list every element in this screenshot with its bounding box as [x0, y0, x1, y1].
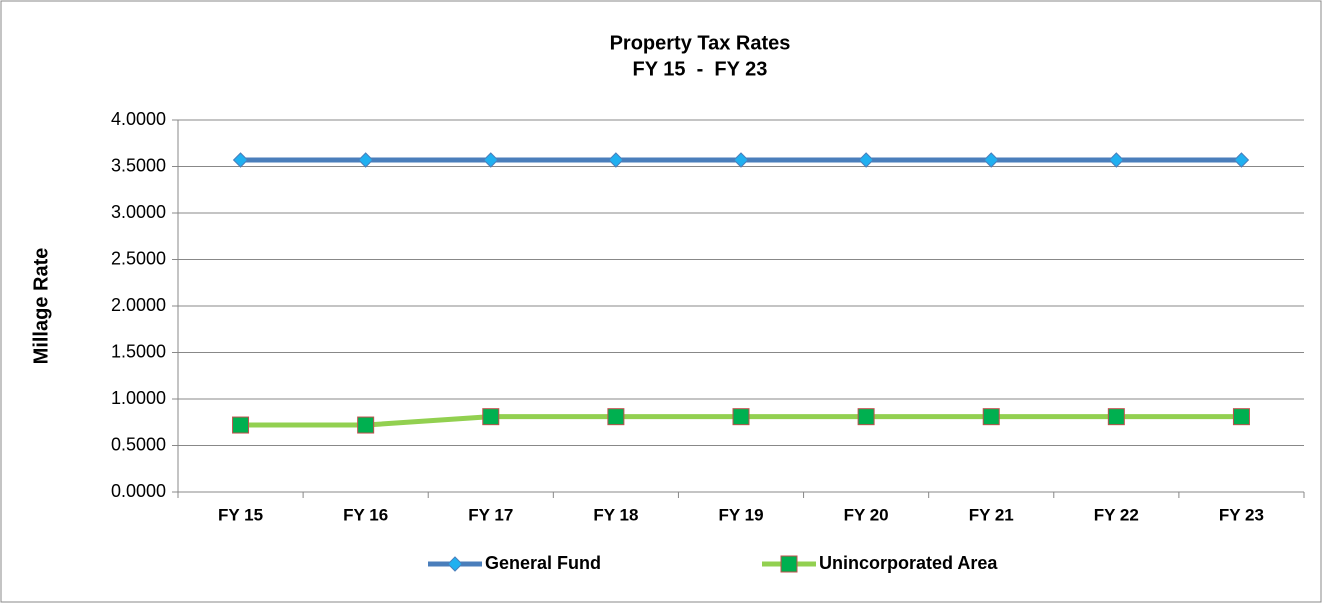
diamond-marker: [858, 152, 874, 168]
y-tick-label: 1.5000: [111, 341, 166, 361]
diamond-marker: [1233, 152, 1250, 168]
square-marker: [482, 408, 500, 426]
x-tick-label: FY 23: [1219, 505, 1264, 524]
legend-label: General Fund: [485, 553, 601, 573]
legend-label: Unincorporated Area: [819, 553, 998, 573]
diamond-marker: [1108, 152, 1125, 168]
y-tick-label: 2.0000: [111, 295, 166, 315]
y-tick-label: 3.5000: [111, 155, 166, 175]
x-tick-label: FY 19: [718, 505, 763, 524]
x-tick-label: FY 22: [1094, 505, 1139, 524]
x-tick-label: FY 15: [218, 505, 263, 524]
diamond-marker: [483, 152, 499, 168]
y-axis-label: Millage Rate: [30, 248, 52, 365]
diamond-marker: [232, 152, 249, 168]
x-tick-label: FY 21: [969, 505, 1014, 524]
y-tick-label: 4.0000: [111, 109, 166, 129]
square-marker: [982, 408, 1000, 426]
x-tick-label: FY 20: [844, 505, 889, 524]
y-tick-label: 1.0000: [111, 388, 166, 408]
square-marker: [857, 408, 875, 426]
x-tick-label: FY 16: [343, 505, 388, 524]
diamond-marker: [357, 152, 374, 168]
diamond-marker: [733, 152, 749, 168]
square-marker: [1107, 408, 1125, 426]
square-marker: [232, 416, 250, 434]
diamond-marker: [608, 152, 624, 168]
legend-marker: [447, 556, 463, 572]
y-tick-label: 0.0000: [111, 481, 166, 501]
square-marker: [732, 408, 750, 426]
square-marker: [1232, 408, 1250, 426]
chart-title: Property Tax Rates: [610, 32, 791, 54]
chart-subtitle: FY 15 - FY 23: [633, 58, 768, 80]
legend-marker: [780, 555, 798, 573]
y-tick-label: 2.5000: [111, 248, 166, 268]
x-tick-label: FY 17: [468, 505, 513, 524]
square-marker: [357, 416, 375, 434]
square-marker: [607, 408, 625, 426]
x-tick-label: FY 18: [593, 505, 638, 524]
diamond-marker: [983, 152, 999, 168]
y-tick-label: 0.5000: [111, 434, 166, 454]
y-tick-label: 3.0000: [111, 202, 166, 222]
